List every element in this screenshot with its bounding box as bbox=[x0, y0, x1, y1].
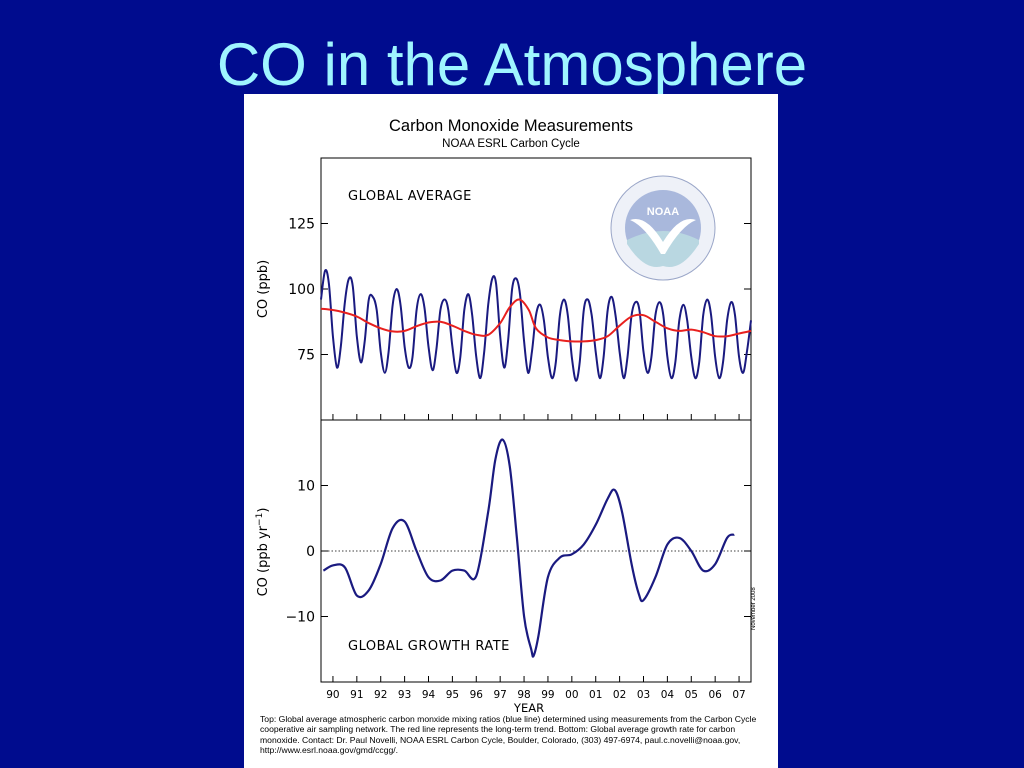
x-tick-label: 92 bbox=[374, 689, 387, 701]
x-tick-label: 91 bbox=[350, 689, 363, 701]
bottom-y-axis-label-suffix: ) bbox=[256, 508, 271, 513]
slide-title: CO in the Atmosphere bbox=[216, 31, 808, 98]
bottom-y-axis-label-main: CO (ppb yr bbox=[256, 525, 271, 596]
top-y-tick-label: 100 bbox=[288, 282, 315, 298]
x-tick-label: 04 bbox=[661, 689, 675, 701]
co-monthly-line bbox=[320, 269, 752, 382]
x-axis-label: YEAR bbox=[513, 701, 544, 715]
figure-caption: Top: Global average atmospheric carbon m… bbox=[260, 714, 757, 756]
figure-subtitle: NOAA ESRL Carbon Cycle bbox=[442, 138, 580, 150]
noaa-seal-icon: NOAA bbox=[610, 175, 716, 281]
bottom-y-axis-label: CO (ppb yr−1) bbox=[255, 508, 271, 597]
top-panel-title: GLOBAL AVERAGE bbox=[348, 189, 472, 204]
noaa-seal-text: NOAA bbox=[647, 206, 679, 218]
co-trend-line bbox=[320, 298, 752, 343]
x-tick-label: 94 bbox=[422, 689, 436, 701]
top-y-tick-label: 75 bbox=[297, 348, 315, 364]
figure-panel: Carbon Monoxide Measurements NOAA ESRL C… bbox=[244, 94, 778, 768]
x-tick-label: 01 bbox=[589, 689, 602, 701]
x-tick-label: 90 bbox=[326, 689, 339, 701]
x-tick-label: 99 bbox=[541, 689, 554, 701]
bottom-y-tick-label: −10 bbox=[285, 610, 315, 626]
x-tick-label: 00 bbox=[565, 689, 578, 701]
x-tick-label: 98 bbox=[517, 689, 530, 701]
x-tick-label: 97 bbox=[493, 689, 506, 701]
x-tick-label: 02 bbox=[613, 689, 626, 701]
co-growth-rate-line bbox=[322, 438, 735, 658]
figure-title: Carbon Monoxide Measurements bbox=[389, 117, 633, 135]
x-tick-label: 03 bbox=[637, 689, 650, 701]
co-figure: Carbon Monoxide Measurements NOAA ESRL C… bbox=[255, 117, 752, 715]
date-stamp: November 2008 bbox=[751, 587, 757, 630]
bottom-y-tick-label: 10 bbox=[297, 479, 315, 495]
x-tick-label: 05 bbox=[685, 689, 698, 701]
x-tick-label: 96 bbox=[470, 689, 484, 701]
top-y-axis-label: CO (ppb) bbox=[256, 260, 271, 318]
bottom-y-axis-label-superscript: −1 bbox=[255, 513, 265, 526]
x-tick-label: 06 bbox=[708, 689, 722, 701]
top-y-tick-label: 125 bbox=[288, 217, 315, 233]
x-tick-label: 07 bbox=[732, 689, 745, 701]
bottom-panel-title: GLOBAL GROWTH RATE bbox=[348, 639, 510, 654]
x-tick-label: 95 bbox=[446, 689, 459, 701]
bottom-y-tick-label: 0 bbox=[306, 544, 315, 560]
x-tick-label: 93 bbox=[398, 689, 411, 701]
